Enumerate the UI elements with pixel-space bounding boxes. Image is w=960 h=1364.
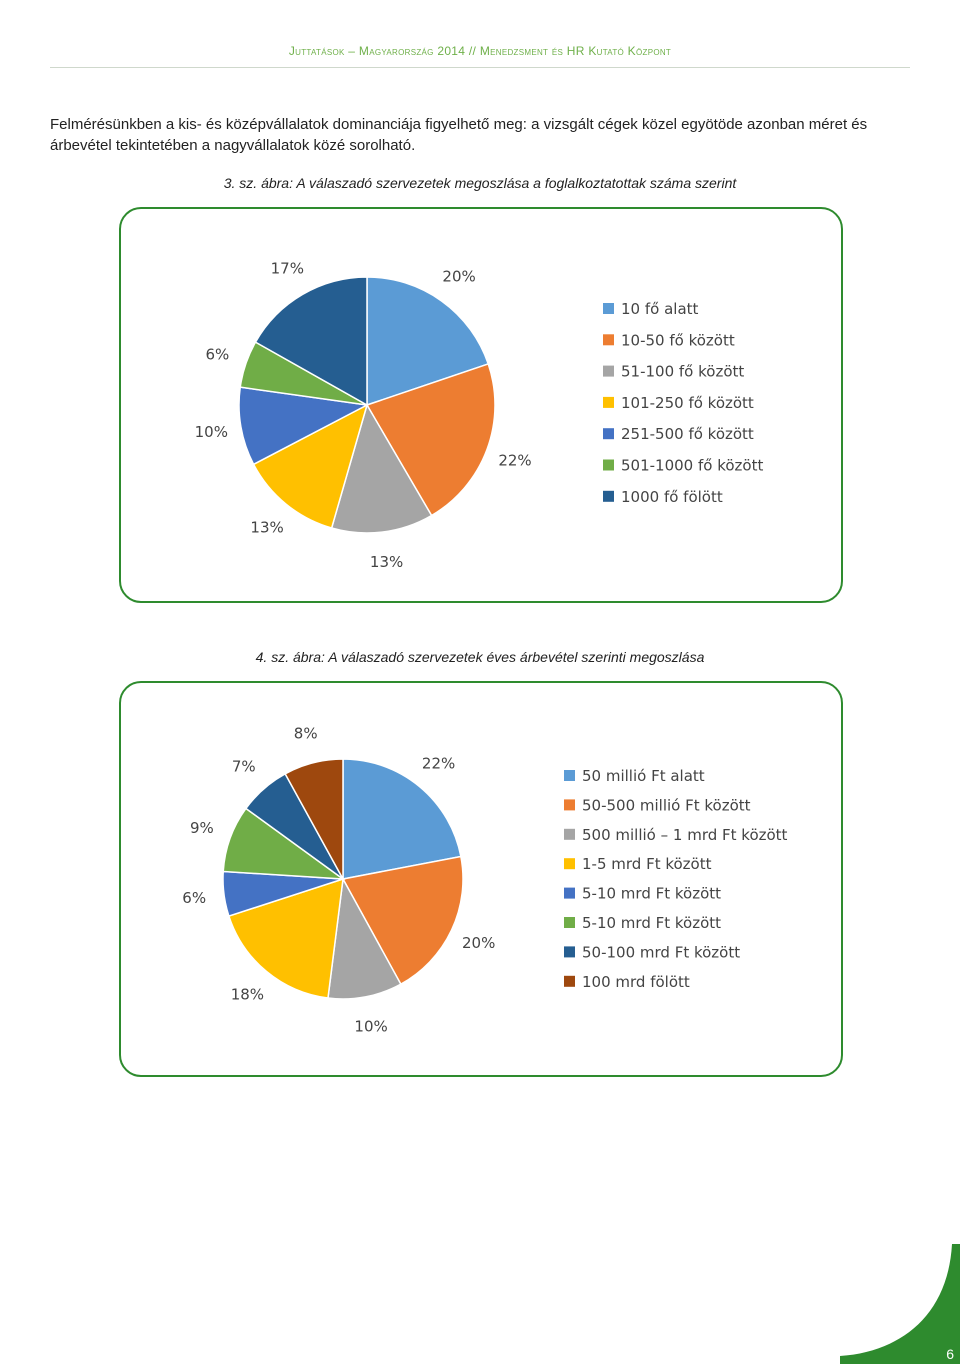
legend-label: 5-10 mrd Ft között — [582, 885, 721, 903]
data-label: 22% — [422, 754, 455, 772]
pie-slice — [366, 276, 490, 407]
pie-slice — [254, 276, 368, 407]
running-header: Juttatások – Magyarország 2014 // Menedz… — [0, 44, 960, 58]
pie-slice — [327, 876, 402, 1000]
legend-swatch — [564, 770, 575, 781]
pie-slice — [341, 855, 464, 986]
intro-paragraph: Felmérésünkben a kis- és középvállalatok… — [50, 116, 868, 154]
legend-label: 51-100 fő között — [621, 363, 744, 381]
data-label: 13% — [250, 518, 283, 536]
legend-label: 100 mrd fölött — [582, 973, 690, 991]
figure-4-chart: 22% 50 millió Ft alatt 20% 50-500 millió Ft… — [182, 725, 788, 1036]
data-label: 18% — [231, 986, 264, 1004]
legend-swatch — [564, 858, 575, 870]
legend-swatch — [564, 828, 575, 840]
data-label: 6% — [182, 889, 206, 907]
legend-swatch — [564, 799, 575, 811]
corner-decoration — [840, 1244, 960, 1364]
legend-swatch — [603, 303, 614, 314]
pie-slice — [330, 403, 433, 534]
pie-slice — [238, 386, 370, 466]
legend-label: 10-50 fő között — [621, 331, 735, 349]
data-label: 10% — [195, 423, 228, 441]
legend-swatch — [564, 946, 575, 958]
legend-label: 251-500 fő között — [621, 425, 754, 443]
data-label: 6% — [206, 345, 230, 363]
data-label: 20% — [442, 268, 475, 286]
figure-4-caption: 4. sz. ábra: A válaszadó szervezetek éve… — [255, 649, 705, 665]
data-label: 8% — [294, 725, 318, 743]
pie-slice — [284, 758, 344, 880]
legend-label: 10 fő alatt — [621, 300, 699, 318]
data-label: 9% — [190, 819, 214, 837]
header-right: Menedzsment és HR Kutató Központ — [479, 44, 672, 58]
legend-label: 101-250 fő között — [621, 394, 754, 412]
pie-slice — [252, 403, 369, 529]
data-label: 7% — [232, 758, 256, 776]
pie-slice — [227, 877, 344, 999]
legend-label: 5-10 mrd Ft között — [582, 914, 721, 932]
legend-label: 50 millió Ft alatt — [582, 767, 705, 785]
legend-swatch — [603, 334, 614, 346]
legend-label: 50-500 millió Ft között — [582, 796, 751, 814]
header-separator: // — [468, 44, 477, 58]
legend-label: 1-5 mrd Ft között — [582, 855, 712, 873]
legend-swatch — [564, 887, 575, 899]
figure-3-frame: 20% 10 fő alatt 22% 10-50 fő között 13% 51-10… — [119, 207, 843, 603]
legend-swatch — [603, 490, 614, 502]
header-rule — [50, 67, 910, 68]
legend-swatch — [603, 365, 614, 377]
data-label: 20% — [462, 934, 495, 952]
pie-slice — [342, 758, 462, 880]
legend-swatch — [603, 428, 614, 440]
legend-label: 1000 fő fölött — [621, 488, 723, 506]
legend-swatch — [603, 396, 614, 408]
header-left: Juttatások – Magyarország 2014 — [288, 44, 466, 58]
legend-label: 50-100 mrd Ft között — [582, 943, 740, 961]
page-number: 6 — [946, 1346, 954, 1362]
legend-swatch — [603, 459, 614, 471]
figure-3-chart: 20% 10 fő alatt 22% 10-50 fő között 13% 51-10… — [195, 260, 764, 571]
data-label: 13% — [370, 553, 403, 571]
legend-label: 501-1000 fő között — [621, 457, 763, 475]
figure-3-caption: 3. sz. ábra: A válaszadó szervezetek meg… — [223, 175, 737, 191]
legend-swatch — [564, 975, 575, 987]
pie-slice — [365, 362, 496, 517]
data-label: 17% — [271, 260, 304, 278]
legend-swatch — [564, 917, 575, 928]
figure-4-frame: 22% 50 millió Ft alatt 20% 50-500 millió Ft… — [119, 681, 843, 1077]
data-label: 10% — [354, 1017, 387, 1035]
data-label: 22% — [498, 451, 531, 469]
legend-label: 500 millió – 1 mrd Ft között — [582, 826, 788, 844]
